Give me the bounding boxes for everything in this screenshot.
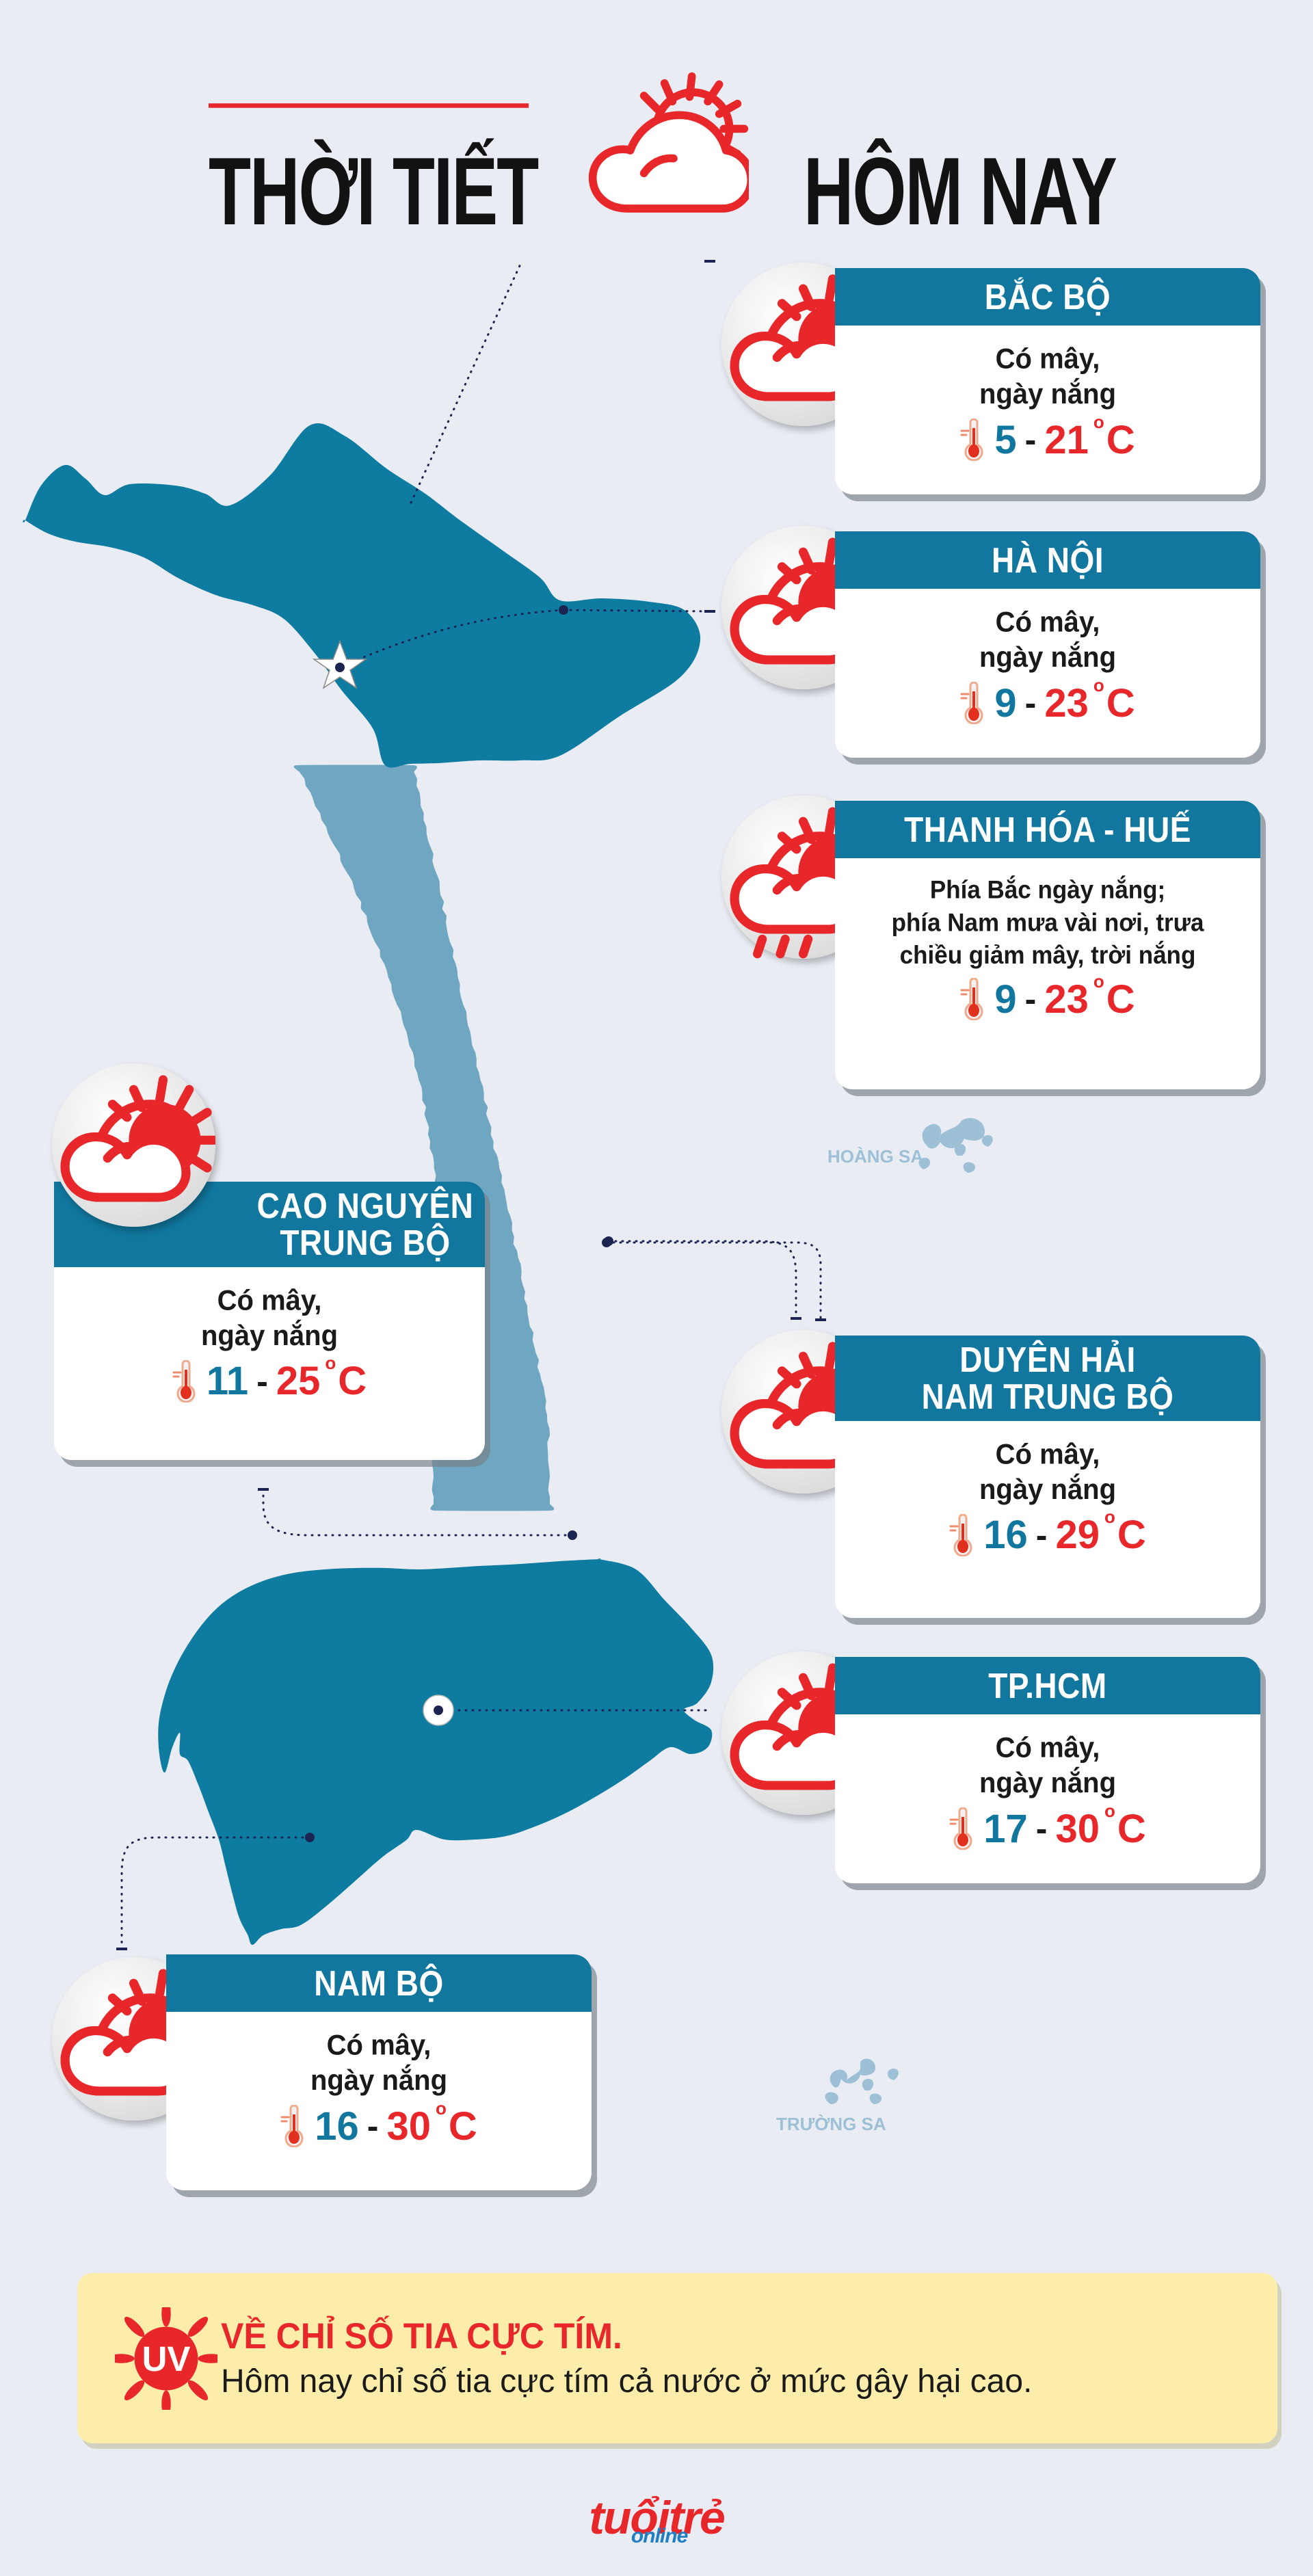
svg-text:TRƯỜNG SA: TRƯỜNG SA xyxy=(776,2114,886,2134)
svg-text:HOÀNG SA: HOÀNG SA xyxy=(827,1146,923,1167)
